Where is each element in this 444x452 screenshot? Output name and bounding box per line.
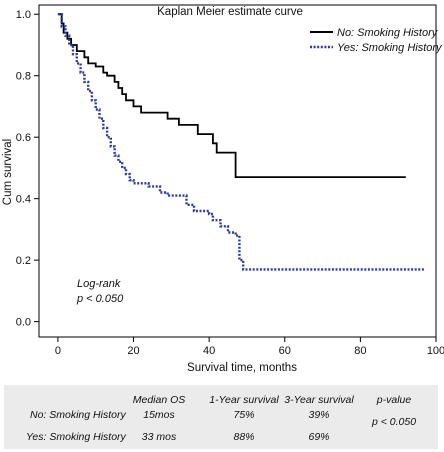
x-tick-label: 0 <box>55 345 61 357</box>
axes: 0 20 40 60 80 100 0.0 0.2 0.4 0.6 0.8 1.0 <box>16 4 444 357</box>
cell-3-year-yes: 69% <box>308 431 330 443</box>
row-label-no-smoking: No: Smoking History <box>30 409 126 421</box>
x-tick-label: 100 <box>427 345 444 357</box>
survival-curve-no-smoking <box>57 13 406 178</box>
y-tick-label: 0.0 <box>16 317 31 329</box>
y-tick-label: 0.4 <box>16 194 31 206</box>
cell-1-year-no: 75% <box>233 409 255 421</box>
y-tick-label: 0.6 <box>16 132 31 144</box>
cell-3-year-no: 39% <box>308 409 330 421</box>
row-label-yes-smoking: Yes: Smoking History <box>26 431 126 443</box>
cell-median-os-yes: 33 mos <box>141 431 177 443</box>
log-rank-p-value: p < 0.050 <box>76 293 124 305</box>
y-tick-label: 0.2 <box>16 255 31 267</box>
header-3-year-survival: 3-Year survival <box>284 394 354 406</box>
series-layer <box>57 13 425 271</box>
x-tick-label: 20 <box>127 345 139 357</box>
legend-label-yes-smoking: Yes: Smoking History <box>337 42 443 54</box>
cell-p-value: p < 0.050 <box>371 416 417 428</box>
x-axis-title: Survival time, months <box>187 362 297 374</box>
y-axis-title: Cum survival <box>2 139 14 205</box>
y-tick-label: 0.8 <box>16 71 31 83</box>
summary-table: Median OS 1-Year survival 3-Year surviva… <box>4 385 438 449</box>
survival-curve-yes-smoking <box>57 13 425 271</box>
y-tick-label: 1.0 <box>16 9 31 21</box>
x-tick-label: 80 <box>354 345 366 357</box>
plot-frame <box>38 4 437 338</box>
km-chart: 0 20 40 60 80 100 0.0 0.2 0.4 0.6 0.8 1.0 Kaplan Me… <box>2 4 444 374</box>
cell-1-year-yes: 88% <box>233 431 255 443</box>
header-median-os: Median OS <box>132 394 186 406</box>
chart-title: Kaplan Meier estimate curve <box>157 6 303 18</box>
x-tick-label: 60 <box>279 345 291 357</box>
legend: No: Smoking History Yes: Smoking History <box>310 27 443 54</box>
log-rank-label: Log-rank <box>77 278 121 290</box>
header-p-value: p-value <box>376 394 412 406</box>
cell-median-os-no: 15mos <box>143 409 175 421</box>
x-tick-label: 40 <box>203 345 215 357</box>
header-1-year-survival: 1-Year survival <box>209 394 279 406</box>
legend-label-no-smoking: No: Smoking History <box>337 27 439 39</box>
